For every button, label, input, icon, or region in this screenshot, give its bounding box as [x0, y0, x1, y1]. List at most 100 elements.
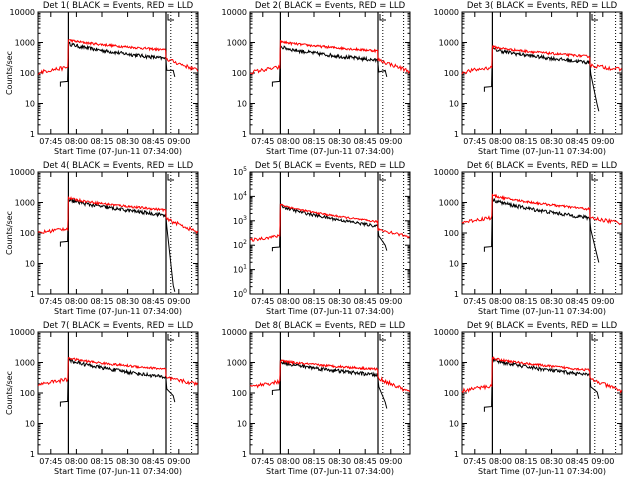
y-tick-label: 1 — [454, 290, 459, 299]
y-tick-label: 100 — [444, 389, 459, 398]
panel-det-2: Det 2( BLACK = Events, RED = LLD 1 10 100 10… — [222, 1, 411, 156]
panel-title: Det 9( BLACK = Events, RED = LLD — [467, 321, 618, 331]
x-tick-label: 08:15 — [302, 297, 325, 306]
series-line-lld — [461, 193, 622, 226]
y-tick-label: 1 — [454, 130, 459, 139]
x-tick-label: 09:00 — [167, 297, 190, 306]
x-tick-label: 08:00 — [277, 137, 300, 146]
panel-det-4: Det 4( BLACK = Events, RED = LLD 1 10 100 10… — [5, 161, 199, 316]
series-line-lld — [249, 203, 410, 242]
plot-frame — [461, 11, 623, 135]
y-tick-label: 10000 — [434, 328, 459, 337]
panel-title: Det 6( BLACK = Events, RED = LLD — [467, 161, 618, 171]
x-tick-label: 08:15 — [302, 137, 325, 146]
bracket-marker — [379, 334, 386, 341]
panel-det-8: Det 8( BLACK = Events, RED = LLD 1 10 100 10… — [222, 321, 411, 476]
x-tick-label: 08:45 — [354, 457, 377, 466]
x-tick-label: 08:45 — [142, 457, 165, 466]
bracket-marker — [379, 14, 386, 21]
y-tick-label: 1000 — [15, 39, 35, 48]
y-tick-label: 1 — [30, 290, 35, 299]
x-tick-label: 08:30 — [116, 137, 139, 146]
y-axis-label: Counts/sec — [5, 371, 14, 415]
x-tick-label: 07:45 — [463, 137, 486, 146]
x-tick-label: 08:45 — [354, 137, 377, 146]
plot-frame — [249, 171, 411, 295]
panel-det-1: Det 1( BLACK = Events, RED = LLD 1 10 100 10… — [5, 1, 199, 156]
series-line-lld — [37, 195, 199, 234]
y-tick-label: 10 — [25, 420, 35, 429]
x-tick-label: 08:45 — [566, 297, 589, 306]
plot-frame — [37, 171, 199, 295]
plot-frame — [461, 171, 623, 295]
y-tick-label: 10000 — [222, 328, 247, 337]
y-tick-label: 1 — [242, 130, 247, 139]
y-tick-label: 10 — [237, 100, 247, 109]
series-line-events — [483, 197, 600, 263]
x-tick-label: 08:15 — [514, 297, 537, 306]
x-tick-label: 08:00 — [65, 137, 88, 146]
x-tick-label: 07:45 — [251, 137, 274, 146]
y-tick-label: 100 — [444, 69, 459, 78]
x-tick-label: 08:30 — [116, 297, 139, 306]
y-tick-label: 1000 — [15, 359, 35, 368]
x-tick-label: 08:45 — [354, 297, 377, 306]
series-line-lld — [37, 38, 199, 75]
panel-det-6: Det 6( BLACK = Events, RED = LLD 1 10 100 10… — [434, 161, 623, 316]
series-line-lld — [249, 359, 411, 393]
x-axis-label: Start Time (07-Jun-11 07:34:00) — [266, 467, 394, 476]
x-axis-label: Start Time (07-Jun-11 07:34:00) — [478, 467, 606, 476]
panel-title: Det 8( BLACK = Events, RED = LLD — [255, 321, 406, 331]
x-tick-label: 08:15 — [90, 297, 113, 306]
series-line-events — [271, 203, 388, 252]
y-tick-label: 100 — [444, 229, 459, 238]
x-tick-label: 09:00 — [591, 457, 614, 466]
panel-title: Det 1( BLACK = Events, RED = LLD — [43, 1, 194, 11]
y-tick-label: 1 — [30, 130, 35, 139]
x-tick-label: 08:00 — [65, 297, 88, 306]
y-tick-label: 1000 — [439, 359, 459, 368]
y-tick-label: 100 — [20, 69, 35, 78]
y-axis-label: Counts/sec — [5, 51, 14, 95]
series-line-lld — [37, 356, 199, 387]
x-tick-label: 08:15 — [302, 457, 325, 466]
x-tick-label: 08:00 — [277, 457, 300, 466]
x-tick-label: 08:15 — [90, 137, 113, 146]
panel-title: Det 7( BLACK = Events, RED = LLD — [43, 321, 194, 331]
series-line-lld — [461, 356, 623, 394]
panel-title: Det 4( BLACK = Events, RED = LLD — [43, 161, 194, 171]
x-axis-label: Start Time (07-Jun-11 07:34:00) — [478, 147, 606, 156]
y-tick-label: 103 — [233, 215, 247, 226]
x-axis-label: Start Time (07-Jun-11 07:34:00) — [54, 147, 182, 156]
y-tick-label: 104 — [233, 190, 247, 201]
x-tick-label: 08:30 — [540, 297, 563, 306]
y-tick-label: 1000 — [439, 39, 459, 48]
x-tick-label: 08:15 — [514, 457, 537, 466]
x-tick-label: 08:30 — [328, 457, 351, 466]
y-tick-label: 1 — [454, 450, 459, 459]
bracket-marker — [591, 174, 598, 181]
y-tick-label: 10 — [25, 260, 35, 269]
bracket-marker — [591, 14, 598, 21]
x-tick-label: 08:00 — [489, 137, 512, 146]
x-tick-label: 09:00 — [167, 137, 190, 146]
series-line-events — [271, 45, 388, 87]
series-line-events — [483, 357, 600, 412]
x-tick-label: 09:00 — [379, 297, 402, 306]
plot-frame — [461, 331, 623, 455]
x-axis-label: Start Time (07-Jun-11 07:34:00) — [54, 307, 182, 316]
x-tick-label: 08:30 — [328, 137, 351, 146]
bracket-marker — [167, 174, 174, 181]
panel-det-9: Det 9( BLACK = Events, RED = LLD 1 10 100 10… — [434, 321, 623, 476]
series-line-events — [483, 46, 600, 112]
y-tick-label: 1000 — [15, 199, 35, 208]
x-tick-label: 08:30 — [540, 457, 563, 466]
y-tick-label: 105 — [233, 166, 247, 177]
x-tick-label: 08:30 — [328, 297, 351, 306]
y-tick-label: 100 — [20, 389, 35, 398]
series-line-lld — [461, 44, 623, 75]
panel-det-7: Det 7( BLACK = Events, RED = LLD 1 10 100 10… — [5, 321, 199, 476]
plot-frame — [249, 331, 411, 455]
series-line-lld — [249, 39, 411, 75]
